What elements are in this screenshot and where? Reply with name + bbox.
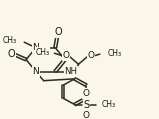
Text: N: N xyxy=(32,43,39,52)
Text: O: O xyxy=(88,51,95,60)
Text: S: S xyxy=(83,99,89,109)
Text: O: O xyxy=(83,111,90,119)
Text: O: O xyxy=(83,89,90,98)
Text: O: O xyxy=(54,27,62,37)
Text: CH₃: CH₃ xyxy=(35,48,49,57)
Text: N: N xyxy=(32,67,39,76)
Text: CH₃: CH₃ xyxy=(2,36,17,45)
Text: O: O xyxy=(62,51,69,60)
Text: CH₃: CH₃ xyxy=(102,100,116,109)
Text: CH₃: CH₃ xyxy=(108,49,122,58)
Text: NH: NH xyxy=(64,67,77,76)
Text: O: O xyxy=(8,49,15,59)
